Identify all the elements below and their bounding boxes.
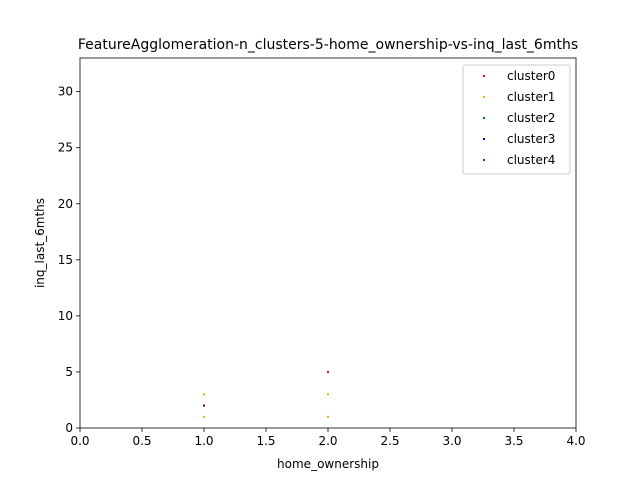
y-tick-label: 5 <box>65 365 73 379</box>
y-tick-label: 0 <box>65 421 73 435</box>
legend-label: cluster3 <box>507 132 555 146</box>
data-points <box>203 370 329 418</box>
y-tick-label: 30 <box>58 85 73 99</box>
legend-marker <box>483 75 485 77</box>
legend: cluster0 cluster1 cluster2 cluster3 cluster4 <box>462 64 571 175</box>
data-point-cluster0 <box>327 370 329 373</box>
x-tick-label: 2.0 <box>318 434 337 448</box>
data-point-cluster1 <box>203 415 205 418</box>
data-point-cluster4 <box>203 404 205 407</box>
legend-marker <box>483 159 485 161</box>
y-axis-label: inq_last_6mths <box>33 198 47 288</box>
x-tick-label: 0.0 <box>70 434 89 448</box>
data-point-cluster1 <box>327 393 329 396</box>
y-tick-label: 20 <box>58 197 73 211</box>
x-tick-label: 1.5 <box>256 434 275 448</box>
x-axis-label: home_ownership <box>277 457 379 471</box>
x-tick-label: 3.0 <box>442 434 461 448</box>
legend-marker <box>483 138 485 140</box>
legend-marker <box>483 117 485 119</box>
chart-title: FeatureAgglomeration-n_clusters-5-home_o… <box>78 37 578 53</box>
legend-label: cluster0 <box>507 69 555 83</box>
y-tick-label: 10 <box>58 309 73 323</box>
legend-label: cluster1 <box>507 90 555 104</box>
data-point-cluster1 <box>327 415 329 418</box>
data-point-cluster1 <box>203 393 205 396</box>
x-tick-label: 1.0 <box>194 434 213 448</box>
legend-marker <box>483 96 485 98</box>
x-tick-label: 3.5 <box>504 434 523 448</box>
x-tick-label: 2.5 <box>380 434 399 448</box>
x-axis: 0.0 0.5 1.0 1.5 2.0 2.5 3.0 3.5 4.0 <box>70 428 586 448</box>
x-tick-label: 4.0 <box>566 434 585 448</box>
x-tick-label: 0.5 <box>132 434 151 448</box>
y-tick-label: 15 <box>58 253 73 267</box>
legend-label: cluster4 <box>507 153 555 167</box>
legend-frame <box>462 64 571 175</box>
y-axis: 0 5 10 15 20 25 30 <box>58 85 80 435</box>
legend-label: cluster2 <box>507 111 555 125</box>
y-tick-label: 25 <box>58 141 73 155</box>
